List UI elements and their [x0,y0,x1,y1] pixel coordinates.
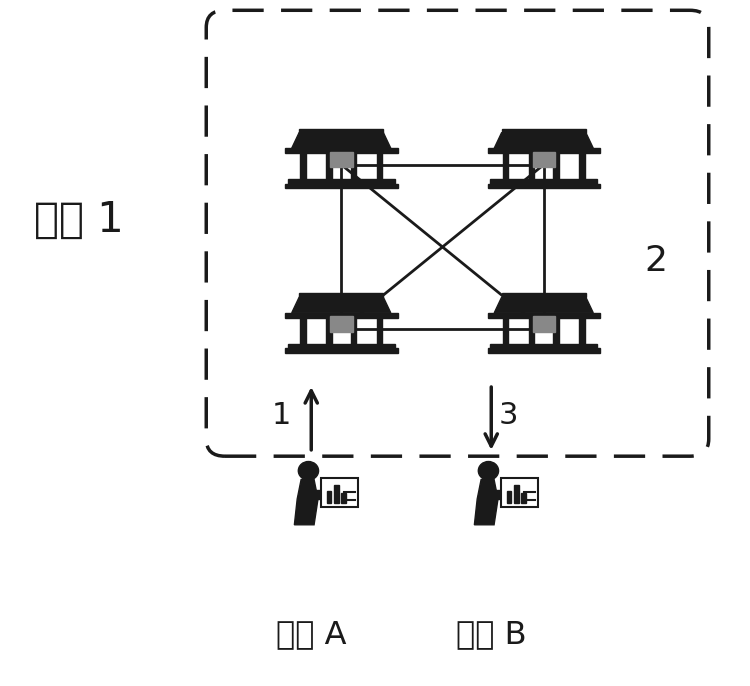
Polygon shape [330,316,352,332]
Polygon shape [475,480,498,525]
Polygon shape [288,179,394,184]
Circle shape [478,462,499,480]
Polygon shape [292,133,391,148]
Text: 用户 A: 用户 A [276,619,346,650]
Polygon shape [494,133,593,148]
Polygon shape [334,485,338,504]
Text: 2: 2 [645,244,668,278]
Polygon shape [285,348,398,353]
Polygon shape [285,313,398,318]
Polygon shape [529,316,534,344]
Polygon shape [327,490,332,504]
Polygon shape [503,316,509,344]
Polygon shape [330,152,352,167]
Text: 用户 B: 用户 B [456,619,526,650]
Polygon shape [326,316,332,344]
Text: 3: 3 [499,401,518,429]
Polygon shape [579,151,585,179]
Polygon shape [488,184,600,189]
Polygon shape [532,152,555,167]
Polygon shape [502,294,586,298]
Polygon shape [351,151,356,179]
Polygon shape [300,151,306,179]
Polygon shape [532,316,555,332]
Polygon shape [294,480,318,525]
Polygon shape [300,316,306,344]
Polygon shape [321,479,358,507]
Polygon shape [507,490,512,504]
Polygon shape [529,151,534,179]
Polygon shape [554,316,559,344]
Polygon shape [285,148,398,154]
Circle shape [298,462,319,480]
Polygon shape [554,151,559,179]
Polygon shape [351,316,356,344]
Polygon shape [488,148,600,154]
Polygon shape [521,493,526,504]
Polygon shape [502,129,586,133]
Polygon shape [490,344,597,348]
Polygon shape [488,490,508,499]
Polygon shape [488,348,600,353]
Polygon shape [501,479,538,507]
Polygon shape [376,151,382,179]
Text: 分区 1: 分区 1 [34,198,124,241]
Polygon shape [299,129,383,133]
Polygon shape [488,313,600,318]
Polygon shape [299,294,383,298]
Polygon shape [326,151,332,179]
Polygon shape [341,493,346,504]
Polygon shape [503,151,509,179]
Polygon shape [494,298,593,313]
Polygon shape [490,179,597,184]
Polygon shape [579,316,585,344]
Polygon shape [292,298,391,313]
Polygon shape [288,344,394,348]
Polygon shape [308,490,328,499]
Polygon shape [376,316,382,344]
Polygon shape [285,184,398,189]
Polygon shape [514,485,518,504]
Text: 1: 1 [272,401,291,429]
